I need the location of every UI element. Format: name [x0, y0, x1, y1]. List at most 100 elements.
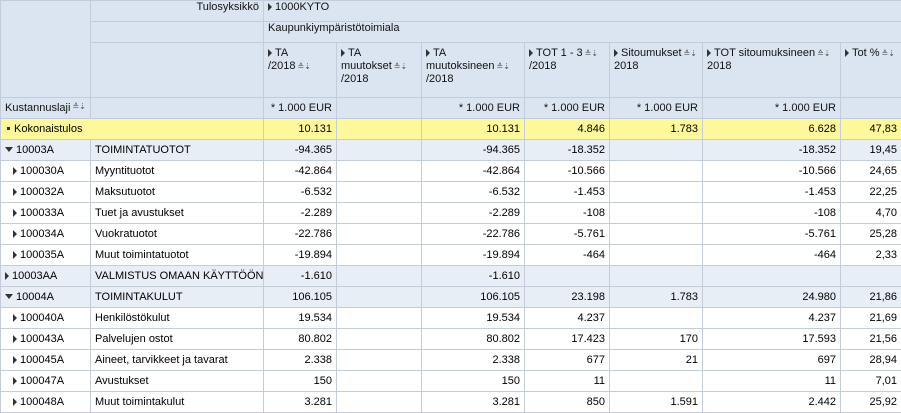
- sort-icon[interactable]: ≙⇣: [882, 49, 895, 58]
- row-code[interactable]: Kokonaistulos: [1, 119, 264, 140]
- cell-tam: [337, 329, 422, 350]
- cell-ta: -94.365: [264, 140, 337, 161]
- expand-arrow-icon[interactable]: [268, 49, 272, 57]
- cell-ta: 106.105: [264, 287, 337, 308]
- collapse-arrow-icon[interactable]: [5, 147, 13, 152]
- sort-icon[interactable]: ≙⇣: [298, 62, 311, 71]
- unit-label: * 1.000 EUR: [264, 98, 337, 119]
- row-name: Muut toimintakulut: [91, 392, 264, 413]
- collapse-arrow-icon[interactable]: [5, 294, 13, 299]
- expand-arrow-icon[interactable]: [13, 167, 17, 175]
- row-code[interactable]: 10003AA: [1, 266, 91, 287]
- cell-tamu: -2.289: [422, 203, 525, 224]
- cell-tamu: 106.105: [422, 287, 525, 308]
- expand-arrow-icon[interactable]: [13, 398, 17, 406]
- column-header-tot[interactable]: TOT 1 - 3≙⇣/2018: [525, 43, 610, 98]
- blank-header: [91, 98, 264, 119]
- column-header-sitoumukset[interactable]: Sitoumukset≙⇣2018: [610, 43, 703, 98]
- cell-sit: [610, 140, 703, 161]
- sort-icon[interactable]: ≙⇣: [497, 62, 510, 71]
- sort-icon[interactable]: ≙⇣: [585, 49, 598, 58]
- expand-arrow-icon[interactable]: [845, 49, 849, 57]
- kustannuslaji-header[interactable]: Kustannuslaji≙⇣: [1, 98, 91, 119]
- row-code[interactable]: 100030A: [1, 161, 91, 182]
- expand-arrow-icon[interactable]: [13, 377, 17, 385]
- cell-pct: 22,25: [841, 182, 901, 203]
- cell-sit: 170: [610, 329, 703, 350]
- cell-tam: [337, 308, 422, 329]
- column-header-tot-sitoumuksineen[interactable]: TOT sitoumuksineen≙⇣2018: [703, 43, 841, 98]
- cell-ta: -19.894: [264, 245, 337, 266]
- cell-tam: [337, 140, 422, 161]
- expand-arrow-icon[interactable]: [13, 251, 17, 259]
- cell-pct: 25,28: [841, 224, 901, 245]
- cell-tot: 11: [525, 371, 610, 392]
- cell-pct: 24,65: [841, 161, 901, 182]
- cell-sit: [610, 308, 703, 329]
- row-name: VALMISTUS OMAAN KÄYTTÖÖN: [91, 266, 264, 287]
- row-code[interactable]: 100043A: [1, 329, 91, 350]
- row-code[interactable]: 100045A: [1, 350, 91, 371]
- expand-arrow-icon[interactable]: [268, 3, 272, 11]
- row-code[interactable]: 100040A: [1, 308, 91, 329]
- row-code[interactable]: 10004A: [1, 287, 91, 308]
- expand-arrow-icon[interactable]: [13, 230, 17, 238]
- sort-icon[interactable]: ≙⇣: [72, 102, 85, 111]
- cell-sit: 1.591: [610, 392, 703, 413]
- row-name: Avustukset: [91, 371, 264, 392]
- expand-arrow-icon[interactable]: [13, 209, 17, 217]
- cell-tam: [337, 371, 422, 392]
- row-code[interactable]: 10003A: [1, 140, 91, 161]
- expand-arrow-icon[interactable]: [341, 49, 345, 57]
- cell-tam: [337, 350, 422, 371]
- row-code[interactable]: 100033A: [1, 203, 91, 224]
- tulosyksikko-value[interactable]: 1000KYTO: [264, 1, 901, 22]
- expand-arrow-icon[interactable]: [529, 49, 533, 57]
- expand-arrow-icon[interactable]: [13, 314, 17, 322]
- cell-ta: -1.610: [264, 266, 337, 287]
- expand-arrow-icon[interactable]: [614, 49, 618, 57]
- expand-arrow-icon[interactable]: [13, 356, 17, 364]
- column-header-ta[interactable]: TA/2018≙⇣: [264, 43, 337, 98]
- cell-tam: [337, 161, 422, 182]
- expand-arrow-icon[interactable]: [426, 49, 430, 57]
- cell-sit: [610, 245, 703, 266]
- cell-tam: [337, 119, 422, 140]
- row-code[interactable]: 100032A: [1, 182, 91, 203]
- sort-icon[interactable]: ≙⇣: [817, 49, 830, 58]
- row-code[interactable]: 100035A: [1, 245, 91, 266]
- cell-pct: 47,83: [841, 119, 901, 140]
- column-header-tot-pct[interactable]: Tot %≙⇣: [841, 43, 901, 98]
- cell-tamu: -94.365: [422, 140, 525, 161]
- cell-tot: 23.198: [525, 287, 610, 308]
- cell-tamu: -42.864: [422, 161, 525, 182]
- expand-arrow-icon[interactable]: [707, 49, 711, 57]
- expand-arrow-icon[interactable]: [13, 188, 17, 196]
- row-code[interactable]: 100034A: [1, 224, 91, 245]
- cell-tamu: -6.532: [422, 182, 525, 203]
- cell-ta: -42.864: [264, 161, 337, 182]
- sort-icon[interactable]: ≙⇣: [394, 62, 407, 71]
- expand-arrow-icon[interactable]: [5, 272, 9, 280]
- expand-arrow-icon[interactable]: [13, 335, 17, 343]
- row-name: TOIMINTAKULUT: [91, 287, 264, 308]
- sort-icon[interactable]: ≙⇣: [684, 49, 697, 58]
- row-code[interactable]: 100047A: [1, 371, 91, 392]
- row-code[interactable]: 100048A: [1, 392, 91, 413]
